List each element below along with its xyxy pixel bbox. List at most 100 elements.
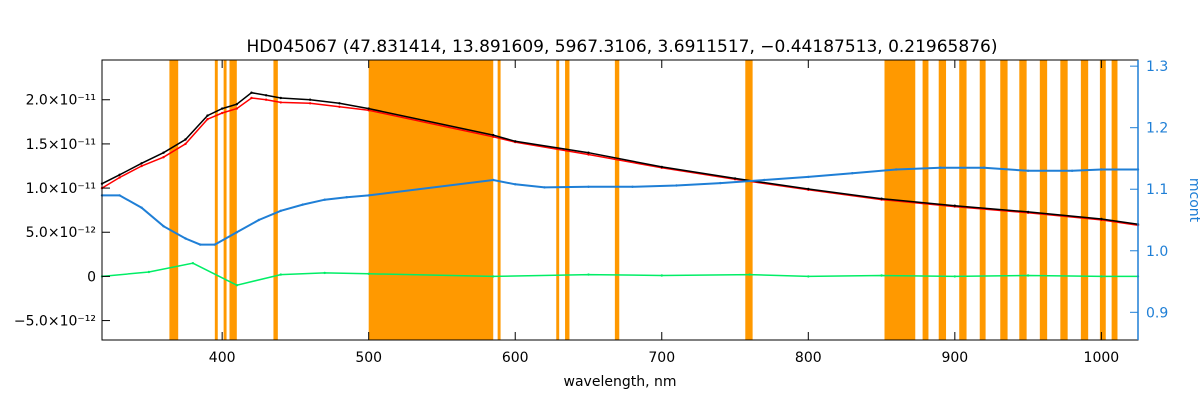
y-tick-label: 0	[87, 269, 96, 285]
data-point	[492, 275, 495, 278]
y-right-tick-label: 0.9	[1146, 305, 1168, 321]
data-point	[895, 168, 898, 171]
data-point	[184, 142, 187, 146]
y-right-tick-label: 1.3	[1146, 59, 1168, 75]
masked-region	[614, 60, 620, 340]
data-point	[1026, 169, 1030, 172]
data-point	[660, 274, 663, 277]
masked-region	[229, 60, 237, 340]
data-point	[367, 109, 370, 112]
data-point	[1100, 275, 1103, 278]
masked-region	[565, 60, 570, 340]
masked-region	[1099, 60, 1106, 340]
x-tick-label: 400	[209, 350, 236, 366]
data-point	[492, 178, 495, 182]
data-point	[140, 162, 143, 165]
masked-region	[959, 60, 967, 340]
masked-region	[1111, 60, 1118, 340]
y-right-tick-label: 1.2	[1146, 121, 1168, 137]
data-point	[279, 273, 282, 276]
x-tick-label: 600	[502, 350, 529, 366]
masked-regions	[169, 60, 1118, 340]
data-point	[1070, 169, 1074, 172]
y-tick-label: 1.0×10⁻¹¹	[26, 181, 96, 197]
data-point	[367, 194, 370, 197]
data-point	[162, 225, 165, 228]
data-point	[338, 105, 341, 109]
masked-region	[1019, 60, 1027, 340]
data-point	[221, 107, 224, 110]
data-point	[492, 135, 495, 138]
data-point	[880, 197, 883, 200]
data-point	[631, 185, 634, 188]
data-point	[140, 206, 143, 209]
x-tick-label: 700	[648, 350, 675, 366]
data-point	[250, 96, 253, 100]
data-point	[250, 91, 253, 94]
data-point	[733, 177, 737, 180]
masked-region	[169, 60, 179, 340]
data-point	[235, 107, 238, 110]
data-point	[543, 186, 546, 189]
data-point	[748, 273, 751, 276]
data-point	[162, 156, 165, 159]
data-point	[206, 118, 209, 121]
data-point	[308, 102, 312, 105]
data-point	[184, 237, 187, 240]
data-point	[587, 151, 590, 154]
data-point	[719, 181, 722, 185]
masked-region	[1080, 60, 1089, 340]
data-point	[301, 203, 304, 206]
masked-region	[214, 60, 218, 340]
data-point	[235, 231, 238, 234]
data-point	[206, 114, 209, 117]
y-tick-label: 2.0×10⁻¹¹	[26, 93, 96, 109]
data-point	[264, 98, 268, 101]
masked-region	[1039, 60, 1048, 340]
data-point	[279, 209, 282, 212]
data-point	[235, 103, 238, 106]
y-tick-label: −5.0×10⁻¹²	[14, 314, 96, 330]
data-point	[323, 271, 326, 275]
data-point	[279, 101, 282, 104]
data-point	[953, 204, 956, 207]
data-point	[1026, 274, 1030, 277]
data-point	[587, 273, 590, 276]
data-point	[587, 185, 590, 188]
y-right-tick-label: 1.1	[1146, 182, 1168, 198]
x-tick-label: 900	[941, 350, 968, 366]
data-point	[982, 166, 986, 169]
chart-title: HD045067 (47.831414, 13.891609, 5967.310…	[247, 37, 998, 57]
data-point	[514, 140, 517, 143]
data-point	[1026, 210, 1030, 214]
x-axis-label: wavelength, nm	[564, 374, 677, 390]
data-point	[118, 173, 121, 176]
masked-region	[938, 60, 947, 340]
data-point	[807, 275, 810, 278]
data-point	[213, 243, 216, 246]
masked-region	[273, 60, 278, 340]
y-axis-left: −5.0×10⁻¹² 0 5.0×10⁻¹² 1.0×10⁻¹¹ 1.5×10⁻¹¹ 2.…	[14, 93, 110, 330]
data-point	[184, 138, 187, 141]
x-axis: 400 500 600 700 800 900 1000	[209, 60, 1119, 366]
data-point	[660, 165, 663, 169]
data-point	[367, 272, 370, 275]
data-point	[308, 98, 312, 101]
data-point	[162, 151, 165, 154]
y-right-tick-label: 1.0	[1146, 244, 1168, 260]
data-point	[191, 262, 195, 265]
data-point	[1100, 217, 1103, 221]
masked-region	[497, 60, 501, 340]
data-point	[953, 275, 956, 278]
masked-region	[556, 60, 560, 340]
data-point	[221, 111, 224, 115]
data-point	[939, 166, 942, 169]
data-point	[587, 153, 590, 156]
y-tick-label: 1.5×10⁻¹¹	[26, 137, 96, 153]
masked-region	[223, 60, 227, 340]
data-point	[807, 175, 810, 179]
data-point	[147, 270, 151, 274]
data-point	[338, 102, 341, 105]
data-point	[675, 184, 678, 187]
data-point	[279, 96, 282, 100]
